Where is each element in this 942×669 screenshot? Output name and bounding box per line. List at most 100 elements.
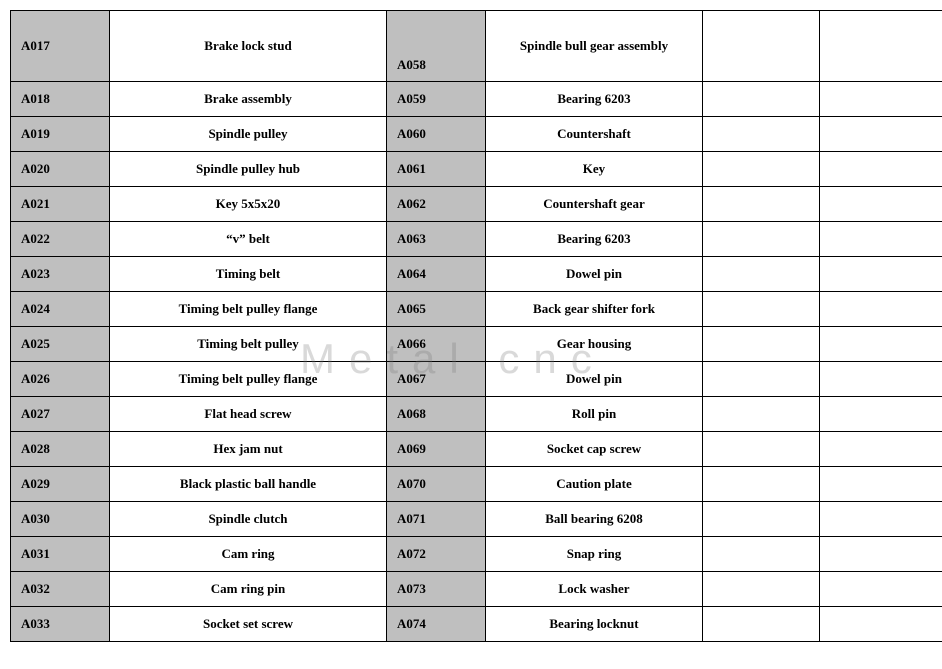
empty-cell (703, 82, 820, 117)
part-desc-b: Caution plate (486, 467, 703, 502)
part-code-a: A022 (11, 222, 110, 257)
table-row: A027Flat head screwA068Roll pin (11, 397, 942, 432)
empty-cell (820, 292, 942, 327)
empty-cell (703, 222, 820, 257)
table-row: A023Timing beltA064Dowel pin (11, 257, 942, 292)
part-desc-b: Countershaft gear (486, 187, 703, 222)
table-row: A019Spindle pulleyA060Countershaft (11, 117, 942, 152)
part-code-b: A058 (387, 11, 486, 82)
table-row: A030Spindle clutchA071Ball bearing 6208 (11, 502, 942, 537)
empty-cell (820, 152, 942, 187)
part-desc-a: Cam ring (110, 537, 387, 572)
empty-cell (703, 187, 820, 222)
table-row: A028Hex jam nutA069Socket cap screw (11, 432, 942, 467)
part-desc-a: Spindle clutch (110, 502, 387, 537)
part-code-a: A027 (11, 397, 110, 432)
part-desc-a: Flat head screw (110, 397, 387, 432)
part-desc-b: Countershaft (486, 117, 703, 152)
part-desc-b: Key (486, 152, 703, 187)
part-code-b: A065 (387, 292, 486, 327)
table-row: A021Key 5x5x20A062Countershaft gear (11, 187, 942, 222)
part-code-b: A074 (387, 607, 486, 642)
part-code-b: A069 (387, 432, 486, 467)
empty-cell (820, 467, 942, 502)
part-code-b: A070 (387, 467, 486, 502)
empty-cell (703, 11, 820, 82)
empty-cell (820, 432, 942, 467)
table-row: A032Cam ring pinA073Lock washer (11, 572, 942, 607)
part-desc-b: Spindle bull gear assembly (486, 11, 703, 82)
part-desc-b: Socket cap screw (486, 432, 703, 467)
part-code-a: A028 (11, 432, 110, 467)
empty-cell (703, 572, 820, 607)
empty-cell (703, 327, 820, 362)
part-desc-b: Dowel pin (486, 362, 703, 397)
empty-cell (703, 362, 820, 397)
empty-cell (703, 467, 820, 502)
part-code-a: A020 (11, 152, 110, 187)
part-code-b: A061 (387, 152, 486, 187)
part-code-a: A019 (11, 117, 110, 152)
empty-cell (703, 292, 820, 327)
part-code-a: A031 (11, 537, 110, 572)
table-row: A018Brake assemblyA059Bearing 6203 (11, 82, 942, 117)
empty-cell (820, 607, 942, 642)
part-code-b: A073 (387, 572, 486, 607)
part-code-b: A072 (387, 537, 486, 572)
parts-table-body: A017Brake lock studA058Spindle bull gear… (11, 11, 942, 642)
part-desc-a: Spindle pulley hub (110, 152, 387, 187)
table-row: A029Black plastic ball handleA070Caution… (11, 467, 942, 502)
part-code-a: A026 (11, 362, 110, 397)
part-code-a: A030 (11, 502, 110, 537)
part-code-a: A033 (11, 607, 110, 642)
empty-cell (703, 537, 820, 572)
part-desc-a: Key 5x5x20 (110, 187, 387, 222)
part-desc-a: Brake assembly (110, 82, 387, 117)
part-code-b: A060 (387, 117, 486, 152)
part-code-b: A067 (387, 362, 486, 397)
empty-cell (820, 117, 942, 152)
empty-cell (820, 502, 942, 537)
empty-cell (820, 257, 942, 292)
parts-table: A017Brake lock studA058Spindle bull gear… (10, 10, 942, 642)
part-code-b: A066 (387, 327, 486, 362)
table-row: A017Brake lock studA058Spindle bull gear… (11, 11, 942, 82)
part-desc-a: Timing belt pulley flange (110, 362, 387, 397)
empty-cell (703, 432, 820, 467)
empty-cell (703, 152, 820, 187)
part-desc-a: Cam ring pin (110, 572, 387, 607)
part-code-a: A032 (11, 572, 110, 607)
empty-cell (820, 82, 942, 117)
part-code-b: A062 (387, 187, 486, 222)
part-desc-b: Roll pin (486, 397, 703, 432)
table-row: A033Socket set screwA074Bearing locknut (11, 607, 942, 642)
empty-cell (820, 327, 942, 362)
part-code-b: A063 (387, 222, 486, 257)
part-desc-b: Snap ring (486, 537, 703, 572)
empty-cell (820, 222, 942, 257)
part-code-b: A071 (387, 502, 486, 537)
empty-cell (703, 117, 820, 152)
part-desc-a: Brake lock stud (110, 11, 387, 82)
part-desc-b: Bearing locknut (486, 607, 703, 642)
part-code-b: A068 (387, 397, 486, 432)
part-code-a: A024 (11, 292, 110, 327)
table-row: A026Timing belt pulley flangeA067Dowel p… (11, 362, 942, 397)
empty-cell (820, 11, 942, 82)
table-row: A022“v” beltA063Bearing 6203 (11, 222, 942, 257)
part-desc-b: Bearing 6203 (486, 82, 703, 117)
part-desc-a: “v” belt (110, 222, 387, 257)
part-code-a: A025 (11, 327, 110, 362)
part-desc-a: Timing belt (110, 257, 387, 292)
empty-cell (703, 607, 820, 642)
part-desc-a: Spindle pulley (110, 117, 387, 152)
empty-cell (820, 187, 942, 222)
part-code-b: A059 (387, 82, 486, 117)
part-code-b: A064 (387, 257, 486, 292)
part-desc-b: Dowel pin (486, 257, 703, 292)
part-desc-a: Timing belt pulley (110, 327, 387, 362)
part-code-a: A021 (11, 187, 110, 222)
part-desc-a: Timing belt pulley flange (110, 292, 387, 327)
part-code-a: A023 (11, 257, 110, 292)
table-row: A024Timing belt pulley flangeA065Back ge… (11, 292, 942, 327)
